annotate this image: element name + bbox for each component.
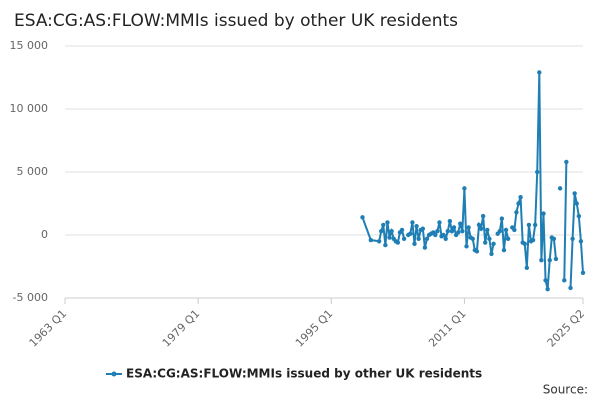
data-point xyxy=(512,227,517,233)
data-point xyxy=(580,270,586,275)
data-point xyxy=(524,265,530,270)
data-point xyxy=(437,220,442,225)
data-point xyxy=(441,232,446,238)
data-point xyxy=(368,237,374,243)
data-point xyxy=(499,216,505,221)
data-point xyxy=(487,236,492,241)
data-point xyxy=(576,213,582,219)
y-tick-label: -5 000 xyxy=(13,291,48,304)
data-point xyxy=(485,227,490,233)
data-point xyxy=(532,222,538,228)
data-point xyxy=(412,241,417,247)
data-point xyxy=(505,236,511,241)
legend-label: ESA:CG:AS:FLOW:MMIs issued by other UK r… xyxy=(126,367,482,381)
data-point xyxy=(410,220,415,225)
x-tick-label: 1979 Q1 xyxy=(160,307,203,350)
data-point xyxy=(530,237,536,243)
data-point xyxy=(518,195,523,200)
data-point xyxy=(466,225,471,230)
data-point xyxy=(562,278,567,283)
data-point xyxy=(389,229,394,234)
data-point xyxy=(443,236,448,241)
data-point xyxy=(489,251,494,257)
data-point xyxy=(449,229,455,234)
data-point xyxy=(541,211,546,216)
x-tick-label: 2011 Q1 xyxy=(426,307,469,350)
data-point xyxy=(385,220,390,225)
data-point xyxy=(480,213,486,219)
data-point xyxy=(379,229,384,234)
data-point xyxy=(547,258,552,263)
data-point xyxy=(414,223,419,229)
data-point xyxy=(381,222,386,228)
x-tick-label: 1995 Q1 xyxy=(293,307,336,350)
data-point xyxy=(522,241,527,247)
data-point xyxy=(537,70,542,75)
x-tick-label: 2025 Q2 xyxy=(545,307,588,350)
data-point xyxy=(545,286,550,292)
data-point xyxy=(376,239,382,244)
data-point xyxy=(501,247,507,253)
data-point xyxy=(387,235,392,240)
data-point xyxy=(435,229,440,234)
data-point xyxy=(535,169,540,175)
data-point xyxy=(424,236,430,241)
data-point xyxy=(433,232,438,238)
data-point xyxy=(578,239,584,244)
series-line xyxy=(361,72,584,290)
legend-dot xyxy=(111,371,117,377)
data-point xyxy=(451,225,457,230)
y-tick-label: 15 000 xyxy=(10,39,49,52)
data-point xyxy=(503,227,509,233)
data-point xyxy=(574,201,579,206)
data-point xyxy=(551,236,557,241)
data-point xyxy=(474,249,480,254)
y-tick-label: 0 xyxy=(41,228,48,241)
y-tick-label: 10 000 xyxy=(10,102,49,115)
data-point xyxy=(557,186,563,191)
data-point xyxy=(464,244,469,249)
data-point xyxy=(553,256,559,262)
data-point xyxy=(543,278,548,283)
data-point xyxy=(455,230,461,235)
data-point xyxy=(491,241,496,247)
data-point xyxy=(539,258,544,263)
data-point xyxy=(497,229,502,234)
data-point xyxy=(408,231,413,236)
data-point xyxy=(360,215,365,220)
data-point xyxy=(516,201,521,206)
x-tick-label: 1963 Q1 xyxy=(27,307,70,350)
data-point xyxy=(572,191,577,196)
data-point xyxy=(416,236,421,241)
data-point xyxy=(460,229,465,234)
data-point xyxy=(383,242,388,248)
data-point xyxy=(447,218,453,224)
chart-title: ESA:CG:AS:FLOW:MMIs issued by other UK r… xyxy=(14,11,458,31)
y-tick-label: 5 000 xyxy=(17,165,49,178)
data-point xyxy=(470,236,475,241)
data-point xyxy=(514,210,519,215)
data-point xyxy=(445,229,450,234)
data-point xyxy=(399,227,405,233)
data-point xyxy=(462,186,467,191)
data-point xyxy=(478,226,484,231)
data-point xyxy=(401,236,407,241)
data-point xyxy=(564,159,569,165)
data-point xyxy=(422,245,428,250)
data-point xyxy=(395,240,401,245)
data-point xyxy=(458,221,463,226)
source-label: Source: xyxy=(543,383,588,397)
data-point xyxy=(483,240,488,245)
data-point xyxy=(570,236,575,241)
data-point xyxy=(420,226,426,231)
data-point xyxy=(568,285,573,291)
data-point xyxy=(526,222,532,228)
data-point xyxy=(476,222,482,228)
